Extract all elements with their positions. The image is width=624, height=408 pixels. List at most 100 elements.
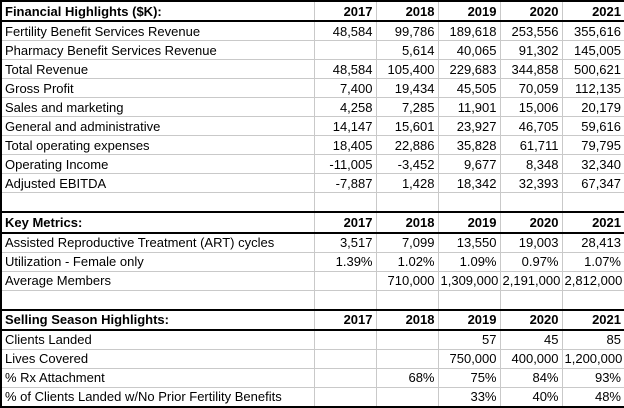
row-label: Average Members [0, 270, 315, 291]
cell-value: 13,550 [437, 232, 501, 253]
cell-value: 61,711 [499, 135, 563, 156]
cell-value: 0.97% [499, 251, 563, 272]
cell-value: 18,342 [437, 173, 501, 194]
row-label: Adjusted EBITDA [0, 173, 315, 194]
year-header: 2019 [437, 308, 501, 331]
cell-value: 48% [561, 386, 624, 408]
row-label: Pharmacy Benefit Services Revenue [0, 40, 315, 61]
year-header: 2021 [561, 211, 624, 234]
spacer-row [0, 289, 624, 311]
year-header: 2017 [313, 308, 377, 331]
cell-value: 40% [499, 386, 563, 408]
cell-value [375, 386, 439, 408]
cell-value: 1,200,000 [561, 348, 624, 369]
cell-value: 48,584 [313, 59, 377, 80]
cell-value: 2,812,000 [561, 270, 624, 291]
year-header: 2019 [437, 211, 501, 234]
cell-value: 253,556 [499, 20, 563, 42]
year-header: 2018 [375, 0, 439, 23]
row-label: Operating Income [0, 154, 315, 175]
cell-value: 84% [499, 367, 563, 388]
table-row: Lives Covered 750,000 400,000 1,200,000 [0, 348, 624, 369]
row-label: % Rx Attachment [0, 367, 315, 388]
cell-value: 1.09% [437, 251, 501, 272]
table-row: Operating Income -11,005 -3,452 9,677 8,… [0, 154, 624, 175]
cell-value: 4,258 [313, 97, 377, 118]
table-row: General and administrative 14,147 15,601… [0, 116, 624, 137]
row-label: Gross Profit [0, 78, 315, 99]
cell-value: 2,191,000 [499, 270, 563, 291]
cell-value: 57 [437, 329, 501, 350]
cell-value: 99,786 [375, 20, 439, 42]
section-header-key-metrics: Key Metrics: 2017 2018 2019 2020 2021 [0, 211, 624, 234]
cell-value: 229,683 [437, 59, 501, 80]
cell-value [375, 329, 439, 350]
row-label: Lives Covered [0, 348, 315, 369]
cell-value: 68% [375, 367, 439, 388]
year-header: 2018 [375, 308, 439, 331]
table-row: Average Members 710,000 1,309,000 2,191,… [0, 270, 624, 291]
section-header-selling-season: Selling Season Highlights: 2017 2018 201… [0, 308, 624, 331]
cell-value: 18,405 [313, 135, 377, 156]
cell-value: 45,505 [437, 78, 501, 99]
cell-value: 15,006 [499, 97, 563, 118]
cell-value: 750,000 [437, 348, 501, 369]
cell-value: 355,616 [561, 20, 624, 42]
year-header: 2017 [313, 0, 377, 23]
table-row: Fertility Benefit Services Revenue 48,58… [0, 20, 624, 42]
row-label: % of Clients Landed w/No Prior Fertility… [0, 386, 315, 408]
table-row: Total Revenue 48,584 105,400 229,683 344… [0, 59, 624, 80]
row-label: Clients Landed [0, 329, 315, 350]
year-header: 2018 [375, 211, 439, 234]
cell-value: 8,348 [499, 154, 563, 175]
table-row: % of Clients Landed w/No Prior Fertility… [0, 386, 624, 408]
cell-value [313, 367, 377, 388]
cell-value: 35,828 [437, 135, 501, 156]
row-label: Assisted Reproductive Treatment (ART) cy… [0, 232, 315, 253]
section-header-financial-highlights: Financial Highlights ($K): 2017 2018 201… [0, 0, 624, 23]
section-title: Financial Highlights ($K): [0, 0, 315, 23]
cell-value: 48,584 [313, 20, 377, 42]
table-row: Pharmacy Benefit Services Revenue 5,614 … [0, 40, 624, 61]
cell-value: 46,705 [499, 116, 563, 137]
section-title: Selling Season Highlights: [0, 308, 315, 331]
cell-value: 1.39% [313, 251, 377, 272]
cell-value: 400,000 [499, 348, 563, 369]
cell-value: 9,677 [437, 154, 501, 175]
year-header: 2021 [561, 308, 624, 331]
cell-value [313, 329, 377, 350]
table-row: Clients Landed 57 45 85 [0, 329, 624, 350]
cell-value: 22,886 [375, 135, 439, 156]
cell-value: 105,400 [375, 59, 439, 80]
cell-value: 344,858 [499, 59, 563, 80]
cell-value: -11,005 [313, 154, 377, 175]
cell-value: 45 [499, 329, 563, 350]
cell-value: 32,393 [499, 173, 563, 194]
cell-value: 91,302 [499, 40, 563, 61]
table-row: Adjusted EBITDA -7,887 1,428 18,342 32,3… [0, 173, 624, 194]
cell-value: 1.02% [375, 251, 439, 272]
cell-value: 75% [437, 367, 501, 388]
year-header: 2021 [561, 0, 624, 23]
year-header: 2020 [499, 0, 563, 23]
cell-value: 145,005 [561, 40, 624, 61]
cell-value: 33% [437, 386, 501, 408]
cell-value: 7,400 [313, 78, 377, 99]
cell-value: 3,517 [313, 232, 377, 253]
cell-value [313, 40, 377, 61]
cell-value: 28,413 [561, 232, 624, 253]
cell-value: -7,887 [313, 173, 377, 194]
cell-value: 32,340 [561, 154, 624, 175]
cell-value: 189,618 [437, 20, 501, 42]
cell-value [313, 386, 377, 408]
cell-value [375, 348, 439, 369]
cell-value: 1,309,000 [437, 270, 501, 291]
year-header: 2017 [313, 211, 377, 234]
cell-value: 85 [561, 329, 624, 350]
cell-value: -3,452 [375, 154, 439, 175]
row-label: General and administrative [0, 116, 315, 137]
cell-value [313, 348, 377, 369]
table-row: Utilization - Female only 1.39% 1.02% 1.… [0, 251, 624, 272]
row-label: Total operating expenses [0, 135, 315, 156]
row-label: Utilization - Female only [0, 251, 315, 272]
